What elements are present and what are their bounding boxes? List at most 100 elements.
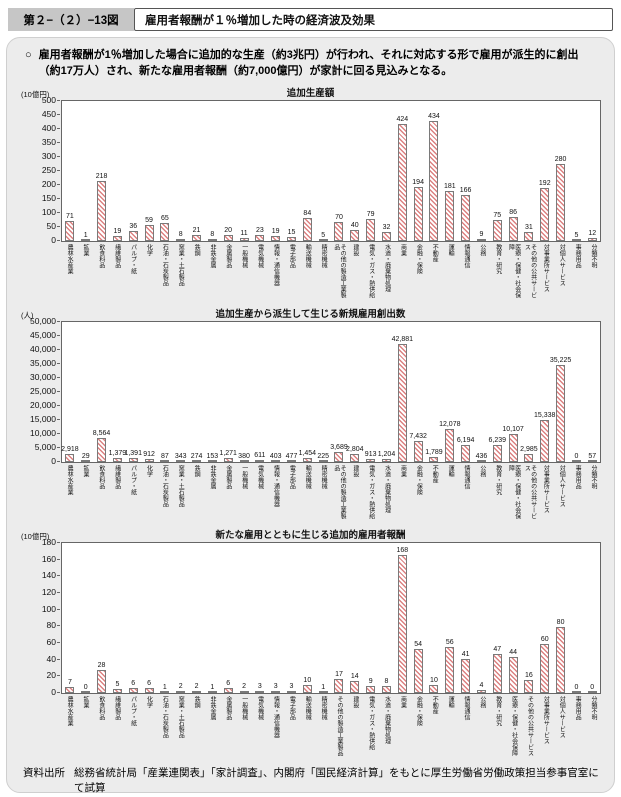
x-category-label: その他の製造工業製品	[335, 695, 342, 756]
bar-slot: 0	[584, 543, 600, 693]
bar-slot: 9	[363, 543, 379, 693]
bar	[255, 234, 265, 241]
bar-slot: 424	[394, 101, 410, 241]
x-slot: 対個人サービス	[553, 694, 569, 756]
x-category-label: 不動産	[431, 243, 438, 262]
x-category-label: 精密機械	[320, 243, 327, 268]
x-category-label: 対個人サービス	[558, 464, 565, 507]
bar-value-label: 194	[412, 178, 424, 186]
bar-value-label: 21	[192, 226, 201, 234]
chart-new-employment: (人) 追加生産から派生して生じる新規雇用創出数 50,000 45,000 40,…	[17, 307, 604, 521]
bar-slot: 8	[173, 101, 189, 241]
bar-slot: 15,338	[534, 322, 555, 462]
bar-value-label: 36	[129, 222, 138, 230]
x-slot: 輸送機械	[299, 242, 315, 300]
bar	[540, 187, 550, 241]
plot-row: 500 450 400 350 300 250 200 150 100 50 0 71 1 218 19 3…	[17, 95, 604, 245]
bar-value-label: 1	[83, 231, 88, 239]
bar-slot: 44	[505, 543, 521, 693]
figure-number-label: 第２−（２）−13図	[8, 8, 134, 31]
x-category-label: 鉱業	[81, 464, 88, 477]
bar	[413, 186, 423, 241]
bar-value-label: 434	[428, 112, 440, 120]
bar-slot: 12,078	[439, 322, 460, 462]
plot-row: 180 160 140 120 100 80 60 40 20 0 7 0 28 5 6 6 1 2 2 1 6 2 3 3…	[17, 537, 604, 697]
y-tick-label: 250	[41, 164, 61, 175]
bar	[476, 689, 486, 693]
bar-slot: 10	[426, 543, 442, 693]
x-category-label: 建設	[351, 243, 358, 256]
x-category-label: 輸送機械	[304, 243, 311, 268]
x-category-label: 鉄鋼	[193, 464, 200, 477]
x-category-label: 電子部品	[288, 695, 295, 720]
x-slot: 金属製品	[220, 463, 236, 521]
y-tick-label: 45,000	[30, 329, 60, 340]
x-slot: 医療・保健・社会保障	[506, 694, 522, 756]
x-slot: 運輸	[442, 463, 458, 521]
x-category-label: 金融・保険	[415, 695, 422, 726]
bar-slot: 2,918	[61, 322, 79, 462]
bar-slot: 70	[331, 101, 347, 241]
x-category-label: 鉄鋼	[193, 695, 200, 708]
x-slot: 電気・ガス・熱供給	[363, 463, 379, 521]
bar-slot: 17	[331, 543, 347, 693]
x-slot: 分類不明	[585, 463, 601, 521]
x-slot: 水道・廃棄物処理	[379, 694, 395, 756]
bar	[413, 648, 423, 693]
x-category-label: その他の製造工業製品	[332, 464, 346, 519]
bar	[381, 685, 391, 693]
bar	[223, 457, 233, 462]
bar-value-label: 192	[538, 179, 551, 187]
x-category-label: 電気機械	[256, 243, 263, 268]
bar-slot: 0	[569, 543, 585, 693]
bar-slot: 7,432	[409, 322, 427, 462]
bar-value-label: 12	[588, 229, 597, 237]
bar-value-label: 28	[97, 661, 106, 669]
x-slot: 対事業所サービス	[537, 694, 553, 756]
summary-text: 雇用者報酬が1％増加した場合に追加的な生産（約3兆円）が行われ、それに対応する形…	[38, 49, 579, 77]
x-category-label: 運輸	[447, 695, 454, 708]
bar	[176, 690, 186, 693]
y-tick-label: 450	[41, 108, 61, 119]
bar-slot: 10,107	[502, 322, 524, 462]
bar	[381, 458, 391, 462]
bar-value-label: 2,985	[520, 445, 538, 453]
bar-value-label: 56	[445, 638, 454, 646]
bar	[587, 459, 597, 462]
bar-slot: 20	[220, 101, 236, 241]
bar-value-label: 1,204	[377, 450, 396, 458]
bar-value-label: 57	[588, 452, 597, 460]
y-tick-label: 0	[51, 234, 60, 245]
bar-slot: 31	[521, 101, 537, 241]
bar-slot: 611	[252, 322, 268, 462]
bar-slot: 57	[584, 322, 600, 462]
bar-value-label: 3	[257, 682, 262, 690]
bar	[192, 459, 202, 462]
bar-value-label: 0	[83, 683, 88, 691]
figure-title: 雇用者報酬が１％増加した時の経済波及効果	[134, 8, 613, 31]
bar-slot: 75	[489, 101, 505, 241]
bar-slot: 434	[426, 101, 442, 241]
y-axis-unit-label: (人)	[21, 310, 34, 320]
x-category-label: 医療・保健・社会保障	[507, 464, 520, 519]
bar-slot: 1,204	[377, 322, 396, 462]
bar-slot: 1	[78, 101, 94, 241]
x-category-label: 対事業所サービス	[542, 695, 549, 744]
x-category-label: 一般機械	[240, 243, 247, 268]
y-tick-label: 20,000	[30, 399, 60, 410]
x-slot: 非鉄金属	[204, 463, 220, 521]
bar-slot: 1,391	[124, 322, 142, 462]
x-slot: 金融・保険	[410, 463, 426, 521]
bar-value-label: 1,271	[219, 449, 237, 457]
bar-slot: 1,271	[219, 322, 237, 462]
x-slot: 飲食料品	[93, 694, 109, 756]
bar-slot: 12	[584, 101, 600, 241]
bar-value-label: 16	[525, 671, 533, 679]
bar	[160, 690, 170, 693]
chart-additional-compensation: (10億円) 新たな雇用とともに生じる追加的雇用者報酬 180 160 140 120…	[17, 528, 604, 756]
bar	[302, 684, 312, 693]
bar-value-label: 10	[430, 676, 438, 684]
x-slot: 電子部品	[283, 242, 299, 300]
y-tick-label: 20	[46, 670, 61, 681]
bar-slot: 40	[347, 101, 363, 241]
